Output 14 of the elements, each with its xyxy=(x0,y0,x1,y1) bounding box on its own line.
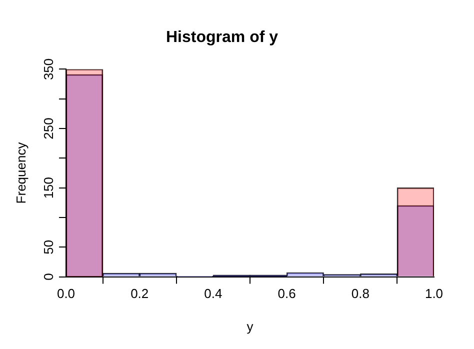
y-tick-label: 350 xyxy=(41,58,56,80)
y-tick-label: 150 xyxy=(41,176,56,199)
x-tick-label: 1.0 xyxy=(424,286,444,302)
y-axis-title: Frequency xyxy=(13,142,28,204)
x-tick-label: 0.8 xyxy=(351,286,370,302)
x-axis-title: y xyxy=(246,318,254,334)
y-tick-label: 50 xyxy=(41,240,56,254)
x-tick-label: 0.0 xyxy=(56,286,76,302)
chart-title: Histogram of y xyxy=(166,29,278,46)
x-tick-label: 0.2 xyxy=(130,286,149,302)
x-tick-label: 0.4 xyxy=(204,286,222,302)
y-tick-label: 0 xyxy=(41,273,56,280)
y-tick-label: 250 xyxy=(41,118,56,140)
x-tick-label: 0.6 xyxy=(278,286,296,302)
